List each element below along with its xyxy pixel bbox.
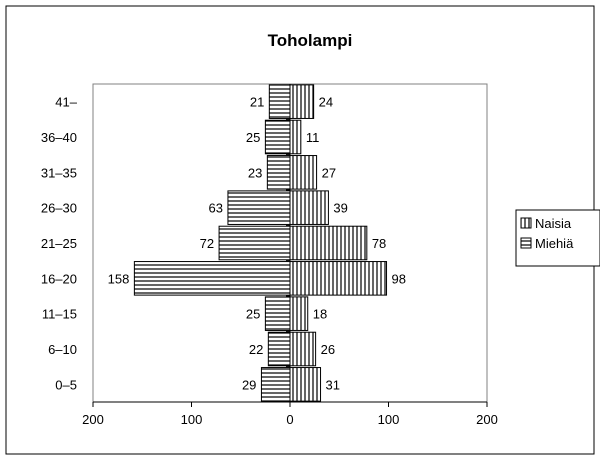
bar-naisia — [289, 367, 322, 402]
data-label: 11 — [306, 130, 320, 145]
data-label: 18 — [313, 307, 327, 322]
bar-miehi — [266, 155, 291, 190]
data-label: 26 — [321, 342, 335, 357]
y-tick-label: 41– — [55, 95, 77, 110]
data-label: 78 — [372, 236, 386, 251]
legend-label: Miehiä — [535, 236, 574, 251]
bar-miehi — [133, 261, 291, 296]
data-label: 39 — [333, 201, 347, 216]
data-label: 23 — [248, 165, 262, 180]
x-tick-label: 0 — [286, 412, 293, 427]
y-tick-label: 36–40 — [41, 130, 77, 145]
y-tick-label: 11–15 — [42, 307, 77, 322]
data-label: 25 — [246, 130, 260, 145]
y-tick-label: 0–5 — [55, 377, 77, 392]
x-tick-label: 200 — [476, 412, 498, 427]
data-label: 21 — [250, 95, 264, 110]
legend-swatch — [520, 237, 532, 249]
y-tick-label: 6–10 — [48, 342, 77, 357]
bar-naisia — [289, 331, 317, 367]
data-label: 27 — [322, 165, 336, 180]
bar-naisia — [289, 119, 302, 155]
bar-miehi — [268, 84, 291, 119]
y-tick-label: 21–25 — [41, 236, 77, 251]
x-tick-label: 100 — [378, 412, 400, 427]
bar-miehi — [227, 190, 291, 225]
bar-miehi — [264, 119, 291, 155]
plot-area: 200 100 0 100 200 0–5 29 31 6–10 22 26 11–15 25 18 16–… — [41, 83, 498, 427]
data-label: 31 — [326, 377, 340, 392]
legend-swatch — [520, 217, 532, 229]
bar-miehi — [260, 367, 291, 402]
data-label: 22 — [249, 342, 263, 357]
bar-naisia — [289, 296, 309, 331]
bar-naisia — [289, 261, 388, 296]
data-label: 158 — [108, 271, 130, 286]
legend: Naisia Miehiä — [515, 209, 600, 267]
data-label: 63 — [208, 201, 222, 216]
bar-miehi — [267, 331, 291, 367]
y-tick-label: 31–35 — [41, 165, 77, 180]
y-tick-label: 16–20 — [41, 271, 77, 286]
bar-miehi — [264, 296, 291, 331]
x-tick-label: 200 — [82, 412, 104, 427]
chart-title: Toholampi — [268, 31, 353, 50]
bar-naisia — [289, 155, 318, 190]
data-label: 98 — [392, 271, 406, 286]
data-label: 72 — [200, 236, 214, 251]
bar-naisia — [289, 84, 315, 119]
data-label: 29 — [242, 377, 256, 392]
bar-naisia — [289, 190, 329, 225]
data-label: 24 — [319, 95, 333, 110]
bar-miehi — [218, 225, 291, 261]
y-tick-label: 26–30 — [41, 201, 77, 216]
bar-naisia — [289, 225, 368, 261]
legend-label: Naisia — [535, 216, 572, 231]
x-tick-label: 100 — [181, 412, 203, 427]
data-label: 25 — [246, 307, 260, 322]
